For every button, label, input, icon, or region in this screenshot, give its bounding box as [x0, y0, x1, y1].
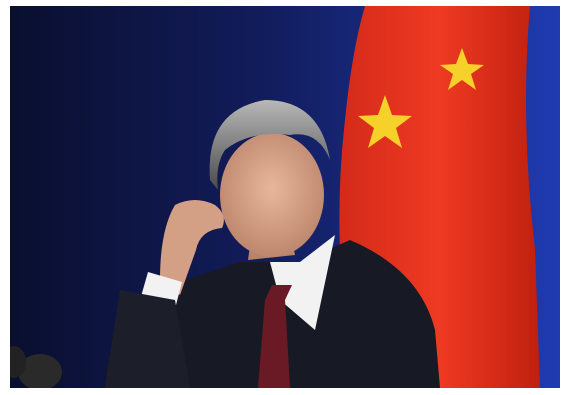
flag-star	[358, 95, 412, 148]
flag-star	[440, 48, 484, 90]
hand	[160, 200, 224, 295]
face	[220, 133, 324, 257]
hair	[209, 100, 330, 190]
tie	[258, 285, 292, 388]
microphone	[10, 346, 26, 378]
microphone	[18, 354, 62, 388]
photo	[10, 6, 560, 388]
sleeve	[105, 290, 190, 388]
shirt	[270, 235, 335, 330]
